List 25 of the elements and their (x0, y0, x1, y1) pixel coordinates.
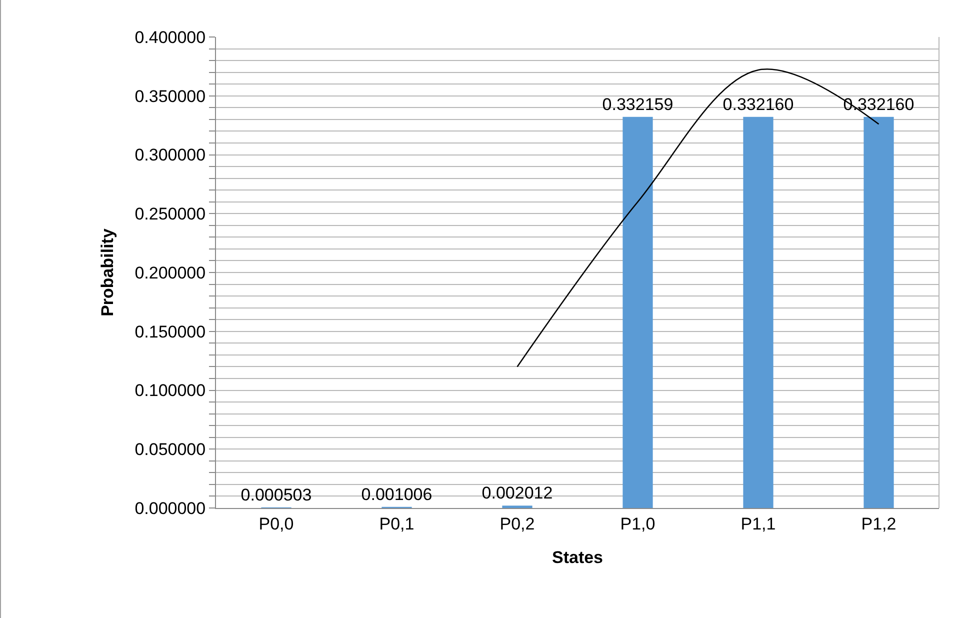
y-tick-label: 0.000000 (134, 498, 206, 518)
y-tick-label: 0.400000 (134, 28, 206, 47)
y-tick-label: 0.100000 (134, 381, 206, 400)
x-tick-label: P0,2 (500, 514, 535, 534)
y-tick-label: 0.250000 (134, 204, 206, 224)
x-tick-label: P1,1 (740, 514, 776, 534)
y-tick-label: 0.050000 (134, 440, 206, 460)
data-label: 0.001006 (361, 484, 432, 504)
data-label: 0.332160 (722, 94, 794, 114)
y-axis-title: Probability (98, 228, 118, 316)
data-label: 0.002012 (482, 484, 553, 503)
x-tick-label: P0,1 (379, 514, 414, 534)
bar (743, 116, 774, 508)
y-tick-label: 0.150000 (134, 322, 206, 342)
data-label: 0.000503 (240, 485, 312, 504)
x-tick-label: P0,0 (258, 514, 294, 534)
data-label: 0.332159 (602, 94, 674, 114)
y-tick-label: 0.300000 (134, 146, 206, 165)
y-tick-label: 0.350000 (134, 86, 206, 106)
y-tick-label: 0.200000 (134, 263, 206, 282)
x-axis-title: States (552, 548, 604, 567)
x-tick-label: P1,0 (620, 514, 656, 534)
bar (864, 116, 894, 508)
x-tick-label: P1,2 (861, 514, 896, 534)
bar (622, 116, 653, 508)
